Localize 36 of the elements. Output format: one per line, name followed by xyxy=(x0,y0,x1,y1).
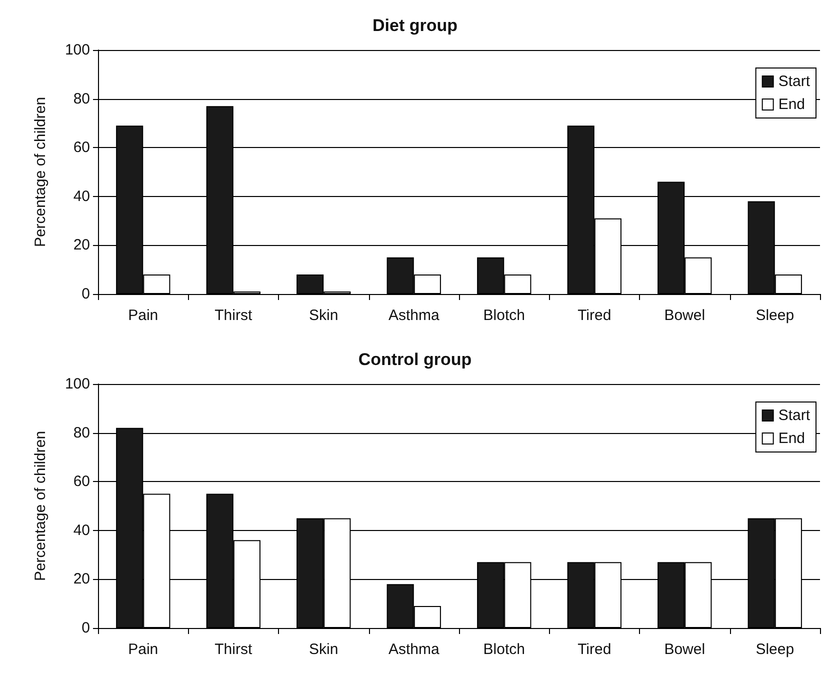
x-tick-label: Bowel xyxy=(664,307,706,324)
x-tick-label: Pain xyxy=(128,641,158,658)
y-tick-label: 80 xyxy=(73,90,90,108)
y-tick-label: 60 xyxy=(73,473,90,490)
y-tick-label: 0 xyxy=(82,286,90,302)
y-tick-label: 0 xyxy=(82,620,90,636)
x-tick-label: Thirst xyxy=(214,641,253,658)
y-tick-label: 40 xyxy=(73,188,90,205)
x-tick-label: Thirst xyxy=(214,307,253,324)
y-tick-label: 100 xyxy=(64,42,90,58)
x-tick-label: Tired xyxy=(578,641,612,658)
x-tick-label: Bowel xyxy=(664,641,706,658)
y-axis-title: Percentage of children xyxy=(32,96,49,248)
chart-title: Diet group xyxy=(372,16,458,35)
x-tick-label: Tired xyxy=(578,307,612,324)
y-tick-label: 100 xyxy=(64,376,90,392)
x-tick-label: Sleep xyxy=(756,641,794,658)
y-tick-label: 80 xyxy=(73,424,90,442)
legend-label: Start xyxy=(778,407,811,424)
legend-label: Start xyxy=(778,73,811,90)
x-tick-label: Pain xyxy=(128,307,158,324)
x-tick-label: Asthma xyxy=(388,641,440,658)
chart-title: Control group xyxy=(358,350,472,369)
legend-label: End xyxy=(778,430,806,447)
y-tick-label: 40 xyxy=(73,522,90,539)
x-tick-label: Sleep xyxy=(756,307,794,324)
x-tick-label: Blotch xyxy=(483,641,525,658)
x-tick-label: Blotch xyxy=(483,307,525,324)
y-axis-title: Percentage of children xyxy=(32,430,49,582)
legend-label: End xyxy=(778,96,806,113)
y-tick-label: 60 xyxy=(73,139,90,156)
x-tick-label: Asthma xyxy=(388,307,440,324)
y-tick-label: 20 xyxy=(73,570,90,588)
x-tick-label: Skin xyxy=(309,307,338,324)
y-tick-label: 20 xyxy=(73,236,90,254)
x-tick-label: Skin xyxy=(309,641,338,658)
